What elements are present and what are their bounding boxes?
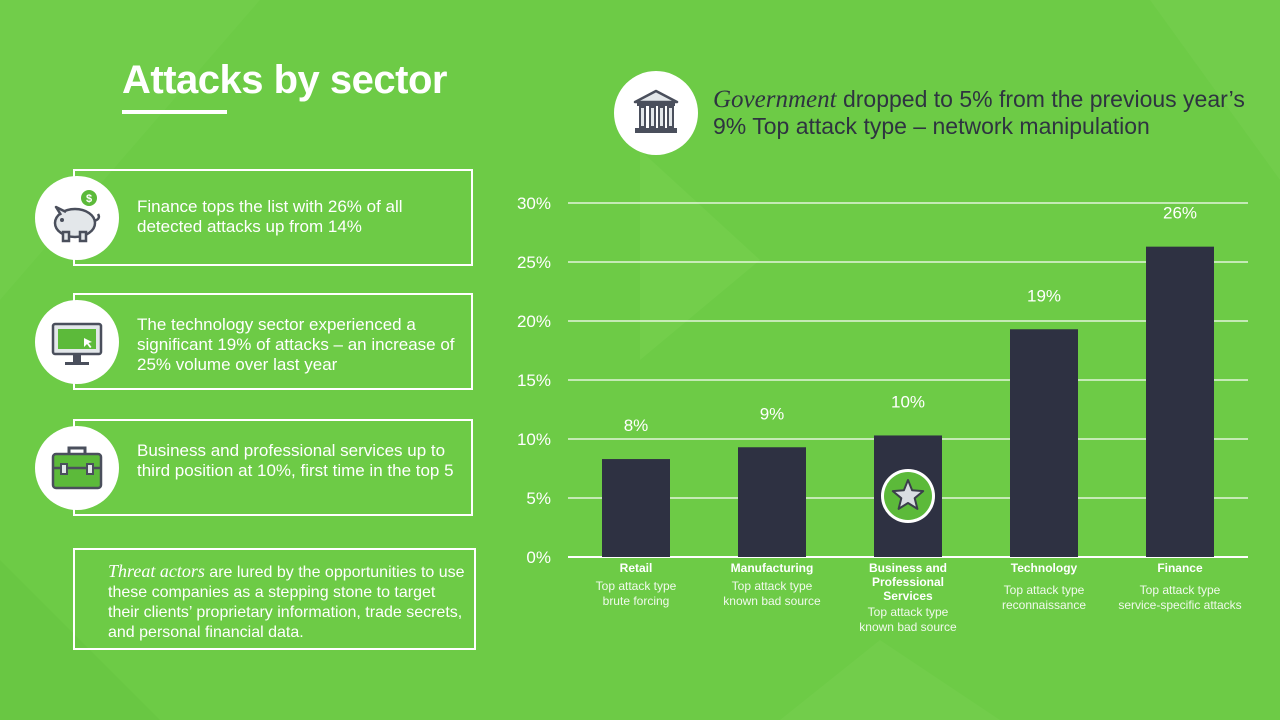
- data-label: 26%: [1163, 204, 1197, 223]
- x-category-subtitle: Top attack type: [732, 579, 813, 593]
- star-icon: [891, 479, 925, 510]
- info-card-business: Business and professional services up to…: [35, 419, 473, 516]
- bar: [1010, 329, 1078, 557]
- x-category-subtitle: service-specific attacks: [1118, 598, 1241, 612]
- briefcase-icon: [35, 426, 119, 510]
- note-body: are lured by the opportunities to use th…: [108, 564, 465, 641]
- note-text: Threat actors are lured by the opportuni…: [108, 561, 468, 643]
- data-label: 19%: [1027, 286, 1061, 305]
- bar: [1146, 246, 1214, 557]
- svg-text:$: $: [86, 193, 92, 205]
- x-category-label: Technology: [1011, 561, 1078, 575]
- x-category-label: Retail: [620, 561, 653, 575]
- x-category-subtitle: Top attack type: [868, 605, 949, 619]
- threat-actors-note: Threat actors are lured by the opportuni…: [73, 548, 476, 650]
- x-category-label: Manufacturing: [731, 561, 814, 575]
- card-text: Finance tops the list with 26% of all de…: [137, 197, 403, 236]
- monitor-icon: [35, 300, 119, 384]
- x-category-label: Finance: [1157, 561, 1203, 575]
- info-card-technology: The technology sector experienced a sign…: [35, 293, 473, 390]
- x-category-subtitle: brute forcing: [603, 594, 670, 608]
- y-tick-label: 5%: [526, 489, 551, 508]
- bar: [738, 447, 806, 557]
- x-category-subtitle: Top attack type: [596, 579, 677, 593]
- x-category-subtitle: reconnaissance: [1002, 598, 1086, 612]
- data-label: 10%: [891, 392, 925, 411]
- data-label: 8%: [624, 416, 649, 435]
- x-category-subtitle: Top attack type: [1140, 583, 1221, 597]
- x-category-label: Professional: [872, 575, 944, 589]
- bank-building-icon: [614, 71, 698, 155]
- y-tick-label: 25%: [517, 253, 551, 272]
- info-card-finance: $ Finance tops the list with 26% of all …: [35, 169, 473, 266]
- y-tick-label: 10%: [517, 430, 551, 449]
- x-category-label: Business and: [869, 561, 947, 575]
- card-text: The technology sector experienced a sign…: [137, 315, 455, 374]
- government-emphasis: Government: [713, 86, 837, 113]
- x-category-subtitle: Top attack type: [1004, 583, 1085, 597]
- x-category-subtitle: known bad source: [723, 594, 821, 608]
- x-category-label: Services: [883, 589, 933, 603]
- y-tick-label: 0%: [526, 548, 551, 567]
- page-title: Attacks by sector: [122, 58, 447, 102]
- y-tick-label: 20%: [517, 312, 551, 331]
- data-label: 9%: [760, 404, 785, 423]
- title-underline: [122, 110, 227, 114]
- note-emphasis: Threat actors: [108, 561, 205, 581]
- piggy-bank-icon: $: [35, 176, 119, 260]
- card-text: Business and professional services up to…: [137, 441, 454, 480]
- government-callout: Government dropped to 5% from the previo…: [713, 86, 1273, 140]
- y-tick-label: 30%: [517, 194, 551, 213]
- government-body: dropped to 5% from the previous year’s 9…: [713, 86, 1245, 139]
- x-category-subtitle: known bad source: [859, 620, 957, 634]
- bar: [602, 459, 670, 557]
- y-tick-label: 15%: [517, 371, 551, 390]
